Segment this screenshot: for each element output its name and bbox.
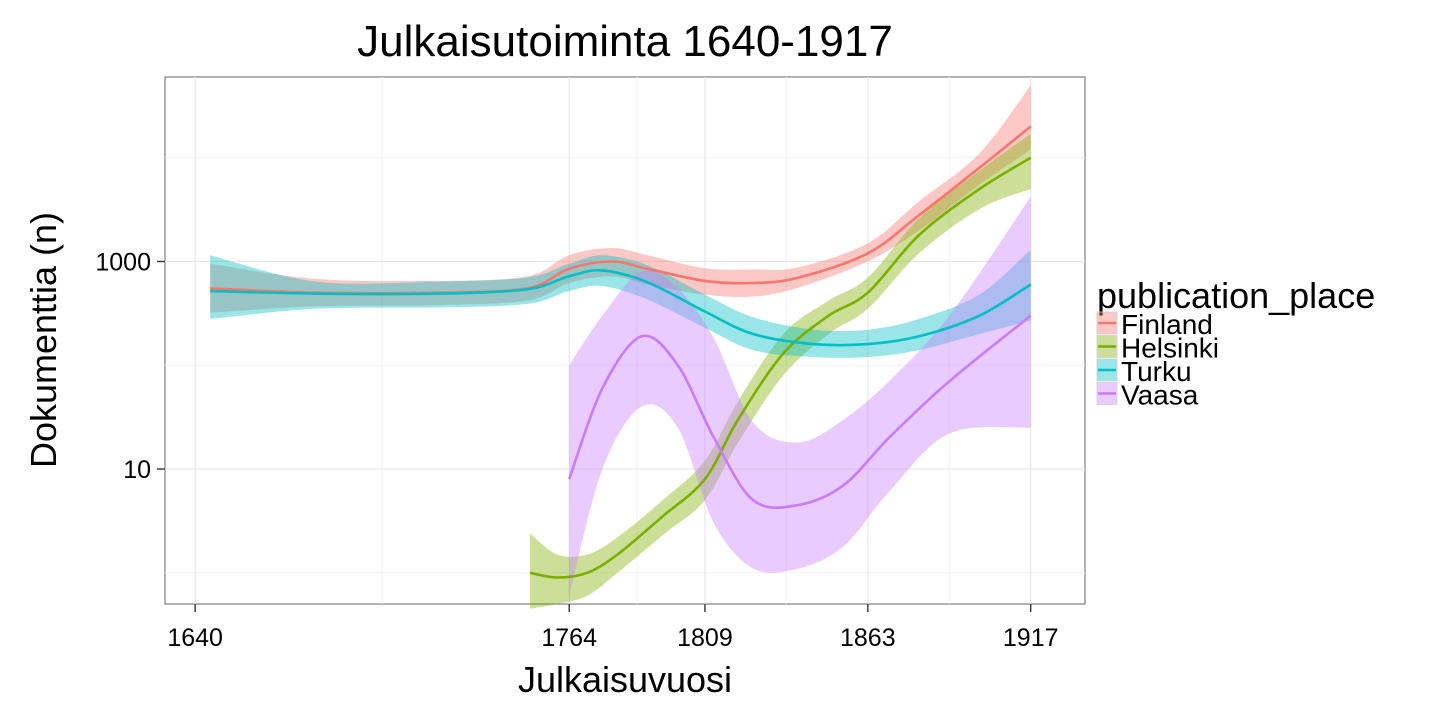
y-axis-title: Dokumenttia (n)	[23, 212, 64, 468]
line-vaasa	[567, 314, 1032, 510]
tick-labels: 1640 1764 1809 1863 1917 10 1000	[95, 248, 1058, 652]
x-tick-label: 1917	[1003, 624, 1059, 652]
band-helsinki	[530, 133, 1031, 609]
x-tick-label: 1863	[840, 624, 896, 652]
x-tick-label: 1764	[541, 624, 597, 652]
legend: publication_place FinlandHelsinkiTurkuVa…	[1096, 275, 1375, 411]
band-finland	[210, 85, 1031, 313]
confidence-bands	[210, 85, 1031, 609]
series-lines	[210, 125, 1032, 579]
x-tick-label: 1640	[167, 624, 223, 652]
y-tick-label: 10	[123, 456, 151, 484]
legend-label-turku: Turku	[1121, 356, 1192, 387]
legend-label-finland: Finland	[1121, 309, 1213, 340]
band-vaasa	[569, 196, 1031, 596]
legend-key-helsinki	[1096, 335, 1118, 358]
plot-panel	[164, 76, 1086, 605]
x-tick-label: 1809	[677, 624, 733, 652]
chart-title: Julkaisutoiminta 1640-1917	[357, 17, 893, 66]
legend-key-vaasa	[1096, 382, 1118, 405]
axis-ticks	[157, 260, 1032, 612]
line-turku	[210, 268, 1032, 347]
y-tick-label: 1000	[95, 248, 151, 276]
grid-minor	[165, 77, 1085, 604]
legend-title: publication_place	[1097, 275, 1375, 316]
legend-label-helsinki: Helsinki	[1121, 333, 1219, 364]
grid-major	[165, 77, 1085, 604]
band-turku	[210, 249, 1031, 358]
line-helsinki	[529, 156, 1032, 579]
legend-key-finland	[1096, 311, 1118, 335]
x-axis-title: Julkaisuvuosi	[518, 659, 732, 700]
legend-label-vaasa: Vaasa	[1121, 380, 1199, 411]
legend-key-turku	[1096, 358, 1118, 382]
